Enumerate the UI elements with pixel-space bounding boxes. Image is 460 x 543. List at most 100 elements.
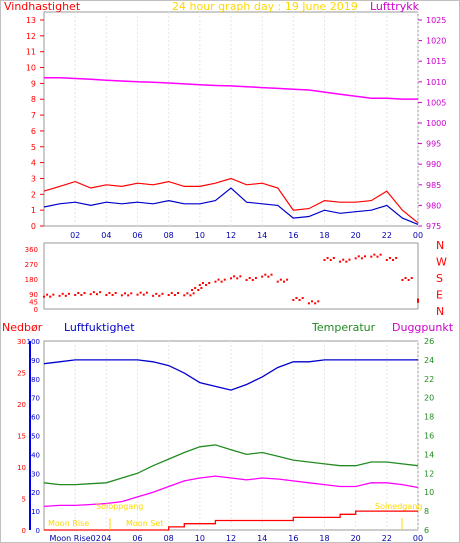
humidity-line: [43, 359, 418, 391]
direction-point: [233, 275, 236, 278]
humidity-tick-label: 10: [31, 508, 40, 516]
direction-point: [404, 277, 407, 279]
pressure-tick-label: 1025: [426, 16, 446, 25]
direction-point: [295, 297, 298, 299]
wind-speed-title: Vindhastighet: [4, 0, 81, 13]
direction-point: [251, 279, 254, 281]
top-time-label: 00: [413, 231, 423, 240]
direction-point: [286, 278, 289, 281]
rain-tick-label: 30: [17, 338, 26, 346]
top-time-axis: 02 04 06 08 10 12 14 16 18 20 22 00: [70, 231, 423, 240]
top-time-label: 04: [101, 231, 111, 240]
direction-point: [145, 291, 148, 294]
direction-point: [114, 292, 117, 294]
direction-point: [77, 292, 80, 294]
direction-point: [201, 282, 204, 284]
direction-point: [376, 255, 379, 258]
direction-point: [410, 277, 413, 279]
direction-point: [364, 255, 367, 258]
wind-tick-label: 6: [31, 127, 36, 136]
top-time-label: 18: [319, 231, 329, 240]
humidity-tick-label: 40: [31, 451, 40, 459]
direction-point: [220, 280, 223, 283]
wind-tick-label: 5: [31, 143, 36, 152]
direction-point: [292, 299, 295, 301]
wind-tick-label: 9: [31, 79, 36, 88]
direction-points: [43, 253, 419, 305]
pressure-title: Lufttrykk: [370, 0, 420, 13]
bottom-series: [43, 359, 419, 531]
direction-point: [167, 294, 170, 296]
sunrise-note: Soloppgang: [96, 502, 143, 511]
direction-point: [311, 300, 314, 303]
direction-point: [214, 280, 217, 283]
temperature-tick-label: 6: [424, 526, 429, 535]
rain-tick-label: 10: [17, 464, 26, 472]
temperature-tick-label: 26: [424, 337, 434, 346]
humidity-label: Luftfuktighet: [64, 321, 135, 334]
direction-point: [298, 299, 301, 301]
direction-point: [267, 275, 270, 278]
humidity-tick-label: 30: [31, 470, 40, 478]
wind-tick-label: 4: [31, 159, 36, 168]
top-time-label: 02: [70, 231, 80, 240]
humidity-tick-label: 0: [36, 527, 40, 535]
direction-tick-label: 90: [29, 291, 38, 299]
direction-point: [254, 277, 257, 279]
rain-tick-label: 5: [22, 496, 26, 504]
pressure-tick-label: 985: [426, 181, 441, 190]
bottom-grid: [74, 341, 419, 530]
direction-point: [170, 292, 173, 294]
direction-point: [261, 275, 264, 278]
humidity-tick-label: 50: [31, 433, 40, 441]
wind-tick-label: 7: [31, 111, 36, 120]
wind-tick-label: 12: [26, 32, 36, 41]
direction-point: [354, 257, 357, 260]
direction-tick-label: 0: [34, 306, 38, 314]
direction-point: [208, 282, 211, 284]
direction-point: [52, 293, 55, 296]
direction-point: [323, 259, 326, 261]
temperature-tick-label: 24: [424, 356, 434, 365]
pressure-tick-label: 1020: [426, 37, 446, 46]
direction-point: [339, 260, 342, 263]
direction-point: [95, 293, 98, 296]
temperature-tick-label: 18: [424, 413, 434, 422]
direction-point: [67, 292, 70, 295]
compass-letter: E: [436, 289, 443, 302]
bottom-time-axis: Moon Rise02 04 06 08 10 12 14 16 18 20 22 00: [49, 534, 423, 543]
direction-point: [239, 275, 242, 278]
direction-point: [317, 300, 320, 303]
bottom-time-label: 10: [195, 534, 205, 543]
temperature-tick-label: 14: [424, 450, 434, 459]
direction-point: [177, 292, 180, 294]
direction-point: [301, 297, 304, 299]
bottom-time-label: 20: [351, 534, 361, 543]
pressure-tick-label: 990: [426, 160, 441, 169]
direction-point: [245, 279, 248, 281]
humidity-tick-label: 70: [31, 395, 40, 403]
rain-tick-label: 25: [17, 370, 26, 378]
direction-point: [127, 294, 130, 297]
direction-point: [360, 257, 363, 260]
direction-point: [407, 279, 410, 281]
direction-point: [89, 293, 92, 296]
direction-point: [158, 294, 161, 297]
direction-point: [357, 255, 360, 258]
direction-point: [205, 284, 208, 286]
bottom-time-label: 00: [413, 534, 423, 543]
temperature-tick-label: 10: [424, 488, 434, 497]
bottom-time-label: 12: [226, 534, 236, 543]
top-time-label: 22: [382, 231, 392, 240]
direction-point: [345, 260, 348, 263]
wind-tick-label: 11: [26, 48, 36, 57]
pressure-tick-label: 1005: [426, 98, 446, 107]
direction-point: [388, 257, 391, 259]
direction-point: [74, 294, 77, 296]
direction-point: [192, 292, 195, 295]
direction-point: [370, 255, 373, 258]
humidity-tick-label: 100: [27, 338, 40, 346]
direction-point: [385, 259, 388, 261]
